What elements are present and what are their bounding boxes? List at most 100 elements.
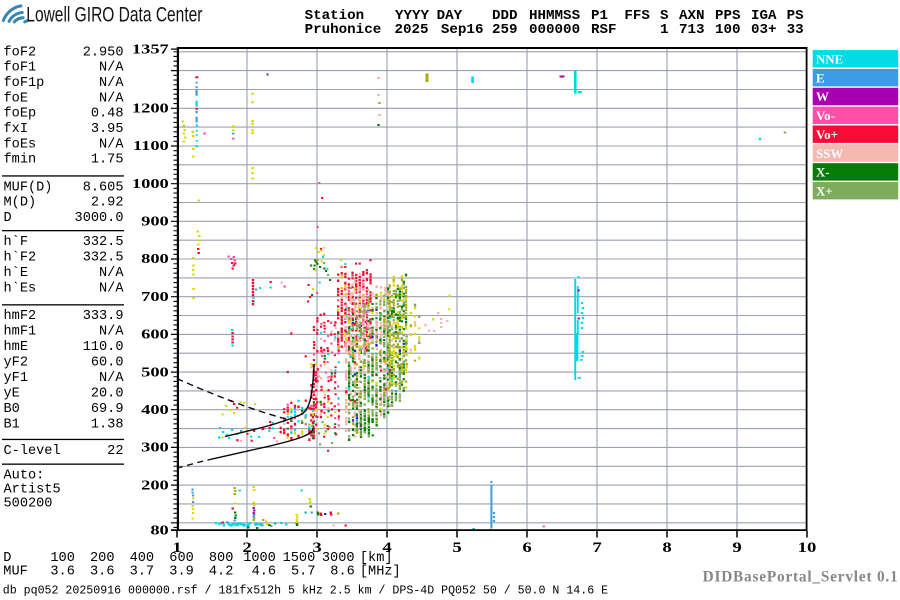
svg-text:9: 9 [732, 539, 741, 556]
svg-text:800: 800 [141, 251, 169, 266]
svg-text:3000: 3000 [322, 551, 355, 566]
svg-text:1200: 1200 [132, 101, 169, 116]
svg-text:Station: Station [305, 8, 365, 24]
svg-text:33: 33 [787, 22, 804, 38]
svg-text:1500: 1500 [283, 551, 316, 566]
svg-text:3.95: 3.95 [91, 122, 124, 137]
svg-text:333.9: 333.9 [83, 309, 124, 324]
svg-text:DDD: DDD [492, 8, 518, 24]
svg-text:h`E: h`E [4, 266, 28, 281]
svg-text:hmF2: hmF2 [4, 309, 37, 324]
svg-text:1: 1 [660, 22, 669, 38]
svg-text:20.0: 20.0 [91, 386, 124, 401]
svg-text:600: 600 [141, 327, 169, 342]
svg-text:FFS: FFS [624, 8, 650, 24]
svg-text:N/A: N/A [99, 325, 124, 340]
svg-text:2: 2 [242, 539, 251, 556]
svg-text:foEp: foEp [4, 107, 37, 122]
svg-text:5.7: 5.7 [291, 565, 315, 580]
svg-text:AXN: AXN [679, 8, 705, 24]
svg-text:100: 100 [715, 22, 741, 38]
svg-text:8.605: 8.605 [83, 180, 124, 195]
svg-text:Pruhonice: Pruhonice [305, 22, 382, 38]
svg-text:1000: 1000 [132, 176, 169, 191]
svg-text:W: W [816, 90, 829, 104]
svg-text:D: D [3, 551, 11, 566]
svg-text:713: 713 [679, 22, 705, 38]
svg-text:Sep16: Sep16 [441, 22, 484, 38]
svg-text:332.5: 332.5 [83, 251, 124, 266]
svg-text:E: E [816, 71, 825, 85]
svg-text:3000.0: 3000.0 [75, 211, 124, 226]
svg-text:[km]: [km] [360, 551, 393, 566]
svg-text:B0: B0 [4, 402, 20, 417]
svg-text:1: 1 [172, 539, 181, 556]
svg-text:M(D): M(D) [4, 196, 37, 211]
svg-text:1100: 1100 [133, 138, 169, 153]
svg-text:4.2: 4.2 [209, 565, 233, 580]
svg-text:S: S [660, 8, 669, 24]
svg-text:6: 6 [522, 539, 531, 556]
svg-text:3.6: 3.6 [90, 565, 114, 580]
svg-text:400: 400 [141, 402, 169, 417]
svg-text:1.38: 1.38 [91, 417, 124, 432]
svg-text:[MHz]: [MHz] [360, 565, 401, 580]
svg-text:1000: 1000 [243, 551, 276, 566]
svg-text:2.950: 2.950 [83, 45, 124, 60]
svg-text:IGA: IGA [751, 8, 777, 24]
svg-text:400: 400 [130, 551, 154, 566]
svg-text:3: 3 [312, 539, 321, 556]
svg-text:foEs: foEs [4, 137, 37, 152]
svg-text:N/A: N/A [99, 76, 124, 91]
svg-text:HHMMSS: HHMMSS [529, 8, 581, 24]
svg-text:Auto:: Auto: [4, 468, 45, 483]
svg-text:259: 259 [492, 22, 518, 38]
svg-text:100: 100 [50, 551, 74, 566]
svg-text:N/A: N/A [99, 137, 124, 152]
svg-text:DAY: DAY [437, 8, 463, 24]
svg-text:yF1: yF1 [4, 371, 28, 386]
svg-text:foF1p: foF1p [4, 76, 45, 91]
svg-text:Lowell GIRO Data Center: Lowell GIRO Data Center [26, 2, 202, 26]
svg-text:800: 800 [209, 551, 233, 566]
svg-text:3.9: 3.9 [169, 565, 193, 580]
svg-text:3.7: 3.7 [130, 565, 154, 580]
svg-text:RSF: RSF [591, 22, 617, 38]
svg-text:Vo+: Vo+ [816, 128, 838, 142]
svg-text:5: 5 [452, 539, 461, 556]
svg-text:110.0: 110.0 [83, 340, 124, 355]
svg-text:Artist5: Artist5 [4, 483, 61, 498]
svg-text:69.9: 69.9 [91, 402, 124, 417]
svg-text:60.0: 60.0 [91, 356, 124, 371]
svg-text:hmE: hmE [4, 340, 28, 355]
svg-text:db pq052 20250916 000000.rsf /: db pq052 20250916 000000.rsf / 181fx512h… [3, 585, 608, 598]
svg-text:0.48: 0.48 [91, 107, 124, 122]
svg-text:900: 900 [141, 214, 169, 229]
svg-text:h`F2: h`F2 [4, 251, 37, 266]
svg-text:PPS: PPS [715, 8, 741, 24]
svg-text:8: 8 [662, 539, 671, 556]
svg-text:10: 10 [798, 539, 817, 556]
svg-text:7: 7 [592, 539, 602, 556]
svg-text:C-level: C-level [4, 444, 61, 459]
svg-text:N/A: N/A [99, 61, 124, 76]
svg-text:X-: X- [816, 166, 830, 180]
svg-text:MUF(D): MUF(D) [4, 180, 53, 195]
svg-text:03+: 03+ [751, 22, 777, 38]
svg-text:N/A: N/A [99, 281, 124, 296]
svg-text:h`F: h`F [4, 235, 28, 250]
svg-text:700: 700 [141, 289, 169, 304]
svg-text:80: 80 [150, 523, 168, 538]
svg-text:fmin: fmin [4, 153, 37, 168]
svg-text:h`Es: h`Es [4, 281, 37, 296]
svg-text:N/A: N/A [99, 371, 124, 386]
svg-text:foF1: foF1 [4, 61, 37, 76]
svg-text:22: 22 [107, 444, 123, 459]
svg-text:600: 600 [169, 551, 193, 566]
svg-text:500: 500 [141, 365, 169, 380]
svg-text:332.5: 332.5 [83, 235, 124, 250]
svg-text:P1: P1 [591, 8, 608, 24]
svg-text:N/A: N/A [99, 91, 124, 106]
svg-text:MUF: MUF [3, 565, 27, 580]
svg-text:2.92: 2.92 [91, 196, 124, 211]
